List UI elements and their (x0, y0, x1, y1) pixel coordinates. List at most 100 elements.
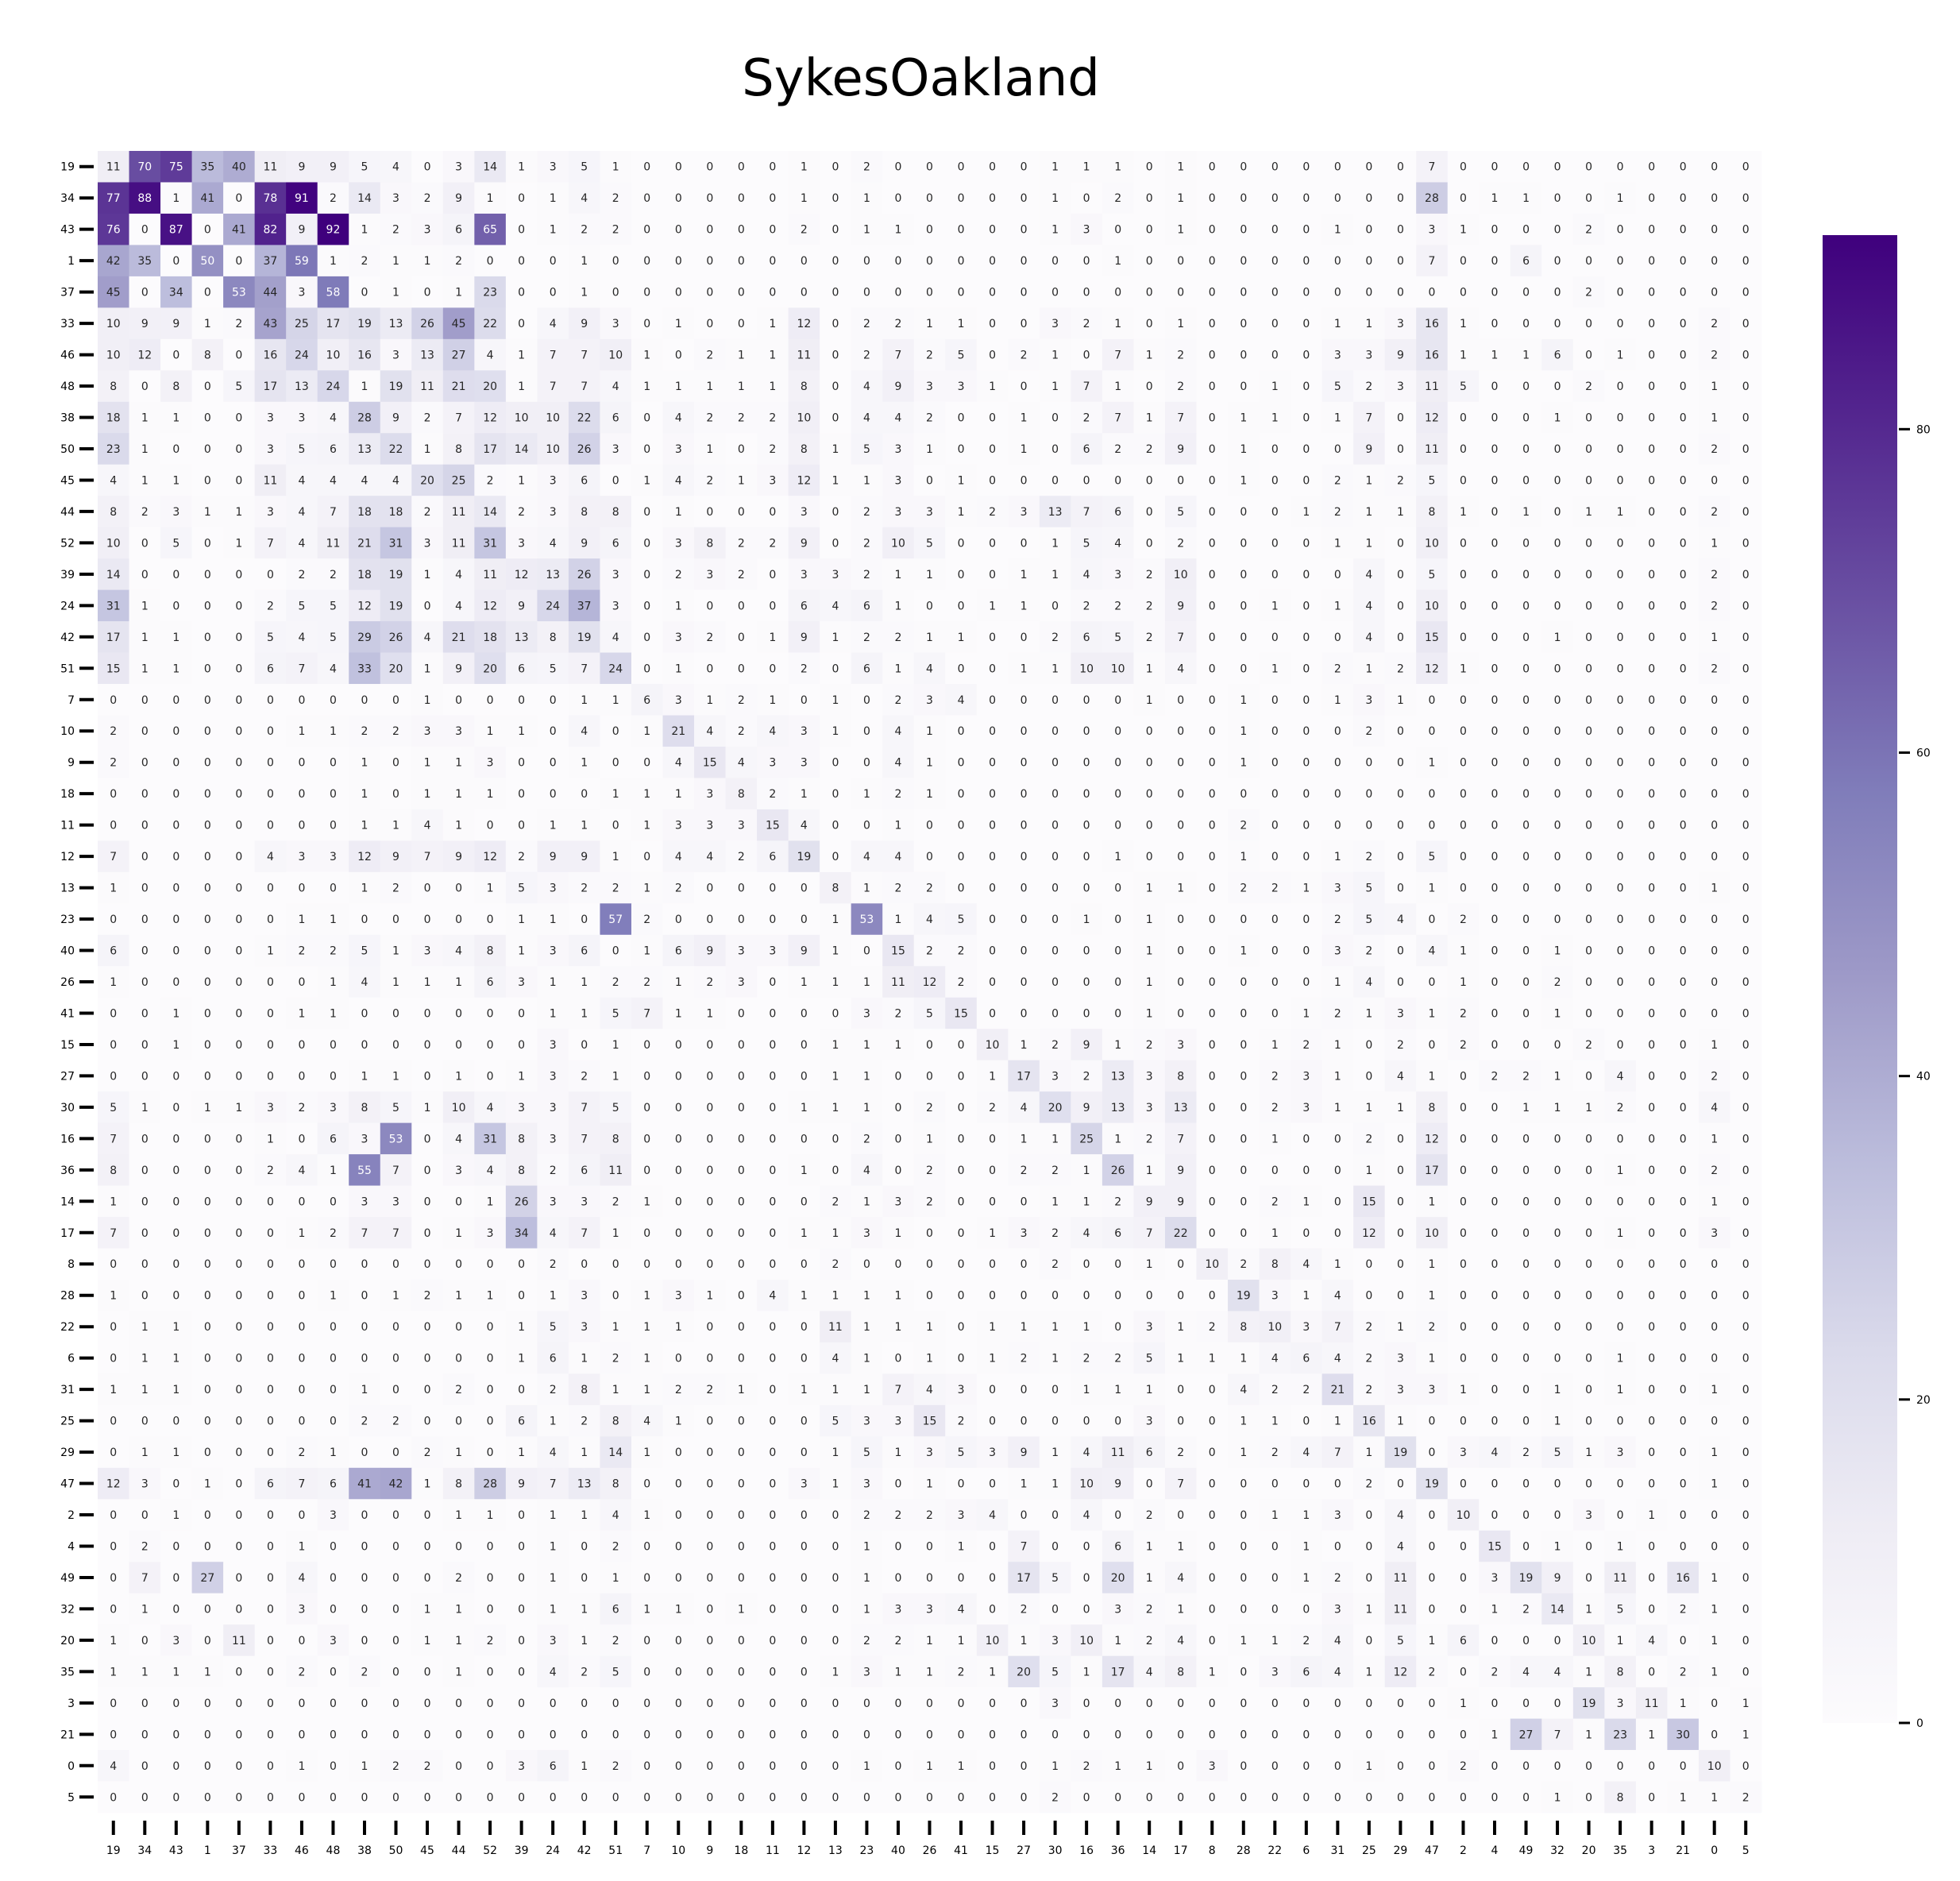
cell-value-label: 4 (424, 820, 431, 832)
cell-value-label: 4 (1397, 1509, 1404, 1522)
cell-value-label: 28 (483, 1478, 497, 1491)
cell-value-label: 0 (958, 757, 965, 770)
cell-value-label: 0 (1083, 1416, 1090, 1428)
cell-value-label: 1 (863, 1384, 870, 1396)
cell-value-label: 0 (1711, 694, 1718, 707)
cell-value-label: 11 (891, 976, 905, 989)
cell-value-label: 10 (452, 1102, 466, 1114)
cell-value-label: 0 (1302, 161, 1310, 174)
heatmap-cell (1572, 401, 1605, 434)
cell-value-label: 0 (1680, 506, 1687, 519)
heatmap-cell (160, 245, 193, 277)
cell-value-label: 1 (1271, 412, 1279, 425)
cell-value-label: 0 (235, 1603, 242, 1616)
cell-value-label: 0 (1491, 600, 1499, 612)
cell-value-label: 4 (612, 632, 619, 644)
heatmap-cell (349, 307, 381, 340)
cell-value-label: 1 (1021, 1321, 1028, 1334)
cell-value-label: 0 (1648, 694, 1655, 707)
cell-value-label: 0 (1209, 1133, 1216, 1145)
cell-value-label: 0 (1397, 1227, 1404, 1240)
cell-value-label: 1 (424, 569, 431, 581)
cell-value-label: 0 (518, 1039, 525, 1052)
cell-value-label: 19 (389, 380, 403, 393)
cell-value-label: 4 (298, 1165, 305, 1177)
cell-value-label: 1 (581, 820, 588, 832)
cell-value-label: 0 (424, 287, 431, 299)
cell-value-label: 7 (298, 1478, 305, 1491)
cell-value-label: 0 (1051, 945, 1059, 958)
cell-value-label: 17 (106, 632, 121, 644)
cell-value-label: 0 (204, 474, 211, 487)
cell-value-label: 0 (1554, 1478, 1561, 1491)
cell-value-label: 19 (1519, 1572, 1534, 1585)
cell-value-label: 1 (831, 1227, 839, 1240)
cell-value-label: 2 (1365, 1353, 1372, 1365)
cell-value-label: 5 (1460, 380, 1467, 393)
cell-value-label: 0 (1209, 1290, 1216, 1303)
heatmap-cell (1416, 213, 1449, 245)
cell-value-label: 0 (769, 1478, 776, 1491)
cell-value-label: 2 (1711, 662, 1718, 675)
heatmap-cell (976, 307, 1009, 340)
cell-value-label: 2 (1021, 350, 1028, 362)
cell-value-label: 1 (1365, 1007, 1372, 1020)
cell-value-label: 0 (1617, 820, 1624, 832)
cell-value-label: 2 (1365, 380, 1372, 393)
cell-value-label: 0 (1680, 757, 1687, 770)
cell-value-label: 1 (801, 192, 808, 205)
cell-value-label: 5 (235, 380, 242, 393)
cell-value-label: 0 (1648, 192, 1655, 205)
cell-value-label: 1 (863, 1195, 870, 1208)
cell-value-label: 0 (1177, 820, 1184, 832)
cell-value-label: 0 (1334, 632, 1341, 644)
cell-value-label: 20 (1048, 1102, 1063, 1114)
cell-value-label: 1 (1554, 1384, 1561, 1396)
cell-value-label: 0 (141, 287, 149, 299)
cell-value-label: 0 (1334, 161, 1341, 174)
cell-value-label: 3 (801, 725, 808, 738)
cell-value-label: 2 (581, 224, 588, 237)
cell-value-label: 0 (738, 1227, 745, 1240)
cell-value-label: 1 (141, 1353, 149, 1365)
cell-value-label: 0 (172, 851, 179, 863)
cell-value-label: 1 (518, 1446, 525, 1459)
cell-value-label: 1 (550, 913, 557, 926)
cell-value-label: 0 (1271, 1603, 1279, 1616)
cell-value-label: 0 (487, 1416, 494, 1428)
cell-value-label: 2 (1711, 350, 1718, 362)
cell-value-label: 0 (958, 443, 965, 456)
cell-value-label: 9 (455, 662, 462, 675)
cell-value-label: 1 (581, 1603, 588, 1616)
heatmap-cell (1447, 182, 1480, 214)
cell-value-label: 1 (298, 913, 305, 926)
cell-value-label: 0 (1617, 1478, 1624, 1491)
heatmap-cell (1353, 245, 1386, 277)
heatmap-cell (411, 245, 444, 277)
heatmap-cell (1164, 213, 1197, 245)
cell-value-label: 3 (926, 1446, 933, 1459)
heatmap-cell (1698, 276, 1730, 308)
cell-value-label: 1 (612, 851, 619, 863)
heatmap-cell (1133, 276, 1166, 308)
cell-value-label: 9 (1177, 1165, 1184, 1177)
cell-value-label: 5 (518, 883, 525, 895)
cell-value-label: 1 (424, 694, 431, 707)
cell-value-label: 0 (643, 1572, 650, 1585)
cell-value-label: 0 (1742, 883, 1750, 895)
cell-value-label: 0 (958, 1478, 965, 1491)
cell-value-label: 6 (550, 1353, 557, 1365)
cell-value-label: 2 (267, 600, 274, 612)
cell-value-label: 0 (612, 474, 619, 487)
cell-value-label: 0 (487, 694, 494, 707)
cell-value-label: 0 (1460, 1353, 1467, 1365)
cell-value-label: 9 (581, 537, 588, 550)
cell-value-label: 0 (1585, 1133, 1592, 1145)
cell-value-label: 4 (612, 380, 619, 393)
cell-value-label: 1 (110, 1195, 117, 1208)
cell-value-label: 0 (1648, 1353, 1655, 1365)
heatmap-cell (1416, 245, 1449, 277)
cell-value-label: 1 (863, 788, 870, 801)
heatmap-cell (631, 307, 664, 340)
heatmap-cell (568, 182, 600, 214)
